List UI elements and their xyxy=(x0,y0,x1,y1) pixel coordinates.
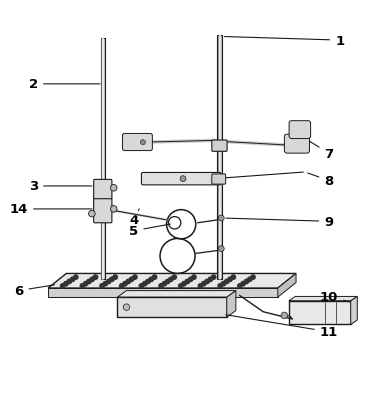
Circle shape xyxy=(110,278,114,282)
FancyBboxPatch shape xyxy=(212,174,226,185)
Polygon shape xyxy=(117,297,227,318)
Circle shape xyxy=(219,216,224,221)
Circle shape xyxy=(123,282,127,286)
Circle shape xyxy=(165,280,170,284)
Circle shape xyxy=(123,304,130,311)
Circle shape xyxy=(70,278,75,282)
Circle shape xyxy=(120,284,124,288)
Circle shape xyxy=(90,278,94,282)
Circle shape xyxy=(140,140,145,145)
Polygon shape xyxy=(289,297,357,301)
Text: 2: 2 xyxy=(29,78,100,91)
Circle shape xyxy=(192,275,196,280)
Circle shape xyxy=(238,284,242,288)
Circle shape xyxy=(219,246,224,252)
Circle shape xyxy=(83,282,88,286)
Circle shape xyxy=(221,282,226,286)
Circle shape xyxy=(93,275,98,280)
Circle shape xyxy=(185,280,190,284)
Text: 9: 9 xyxy=(226,215,333,228)
Text: 3: 3 xyxy=(29,180,92,193)
Circle shape xyxy=(198,284,203,288)
Polygon shape xyxy=(48,274,296,288)
Text: 1: 1 xyxy=(224,35,344,47)
Circle shape xyxy=(162,282,167,286)
Circle shape xyxy=(113,275,117,280)
Circle shape xyxy=(247,278,252,282)
Circle shape xyxy=(231,275,235,280)
Circle shape xyxy=(241,282,245,286)
Text: 8: 8 xyxy=(308,173,333,188)
Polygon shape xyxy=(48,288,278,297)
FancyBboxPatch shape xyxy=(123,134,152,151)
Circle shape xyxy=(228,278,232,282)
Circle shape xyxy=(111,185,117,192)
Text: 10: 10 xyxy=(320,290,350,303)
Circle shape xyxy=(80,284,85,288)
Text: 5: 5 xyxy=(129,224,171,238)
Text: 14: 14 xyxy=(10,203,92,216)
Circle shape xyxy=(188,278,193,282)
Circle shape xyxy=(139,284,143,288)
Circle shape xyxy=(130,278,134,282)
FancyBboxPatch shape xyxy=(289,121,311,139)
Polygon shape xyxy=(351,297,357,325)
FancyBboxPatch shape xyxy=(141,173,221,185)
Circle shape xyxy=(205,280,209,284)
Circle shape xyxy=(126,280,131,284)
FancyBboxPatch shape xyxy=(94,199,112,223)
Bar xyxy=(217,36,222,279)
Bar xyxy=(101,39,105,279)
Circle shape xyxy=(111,206,117,213)
Circle shape xyxy=(149,278,153,282)
Circle shape xyxy=(103,282,108,286)
FancyBboxPatch shape xyxy=(94,180,112,200)
Text: 4: 4 xyxy=(129,209,139,227)
Circle shape xyxy=(107,280,111,284)
Circle shape xyxy=(74,275,78,280)
Circle shape xyxy=(218,284,223,288)
Text: 11: 11 xyxy=(226,315,338,339)
Circle shape xyxy=(142,282,147,286)
Circle shape xyxy=(212,275,216,280)
Circle shape xyxy=(251,275,255,280)
Circle shape xyxy=(152,275,157,280)
Circle shape xyxy=(60,284,65,288)
Circle shape xyxy=(244,280,249,284)
Circle shape xyxy=(159,284,163,288)
Text: 7: 7 xyxy=(309,142,333,160)
Circle shape xyxy=(89,211,95,217)
Circle shape xyxy=(146,280,150,284)
Circle shape xyxy=(67,280,71,284)
Circle shape xyxy=(281,312,288,319)
Polygon shape xyxy=(278,274,296,297)
Circle shape xyxy=(172,275,176,280)
Polygon shape xyxy=(289,301,351,325)
Circle shape xyxy=(100,284,104,288)
Circle shape xyxy=(87,280,91,284)
Circle shape xyxy=(225,280,229,284)
Circle shape xyxy=(208,278,213,282)
FancyBboxPatch shape xyxy=(284,135,310,154)
Circle shape xyxy=(133,275,137,280)
Polygon shape xyxy=(227,291,236,318)
Circle shape xyxy=(179,284,183,288)
Polygon shape xyxy=(117,291,236,297)
Circle shape xyxy=(64,282,68,286)
Circle shape xyxy=(182,282,186,286)
Circle shape xyxy=(202,282,206,286)
Text: 6: 6 xyxy=(14,285,55,297)
FancyBboxPatch shape xyxy=(212,141,227,152)
Circle shape xyxy=(180,176,186,182)
Circle shape xyxy=(169,278,173,282)
